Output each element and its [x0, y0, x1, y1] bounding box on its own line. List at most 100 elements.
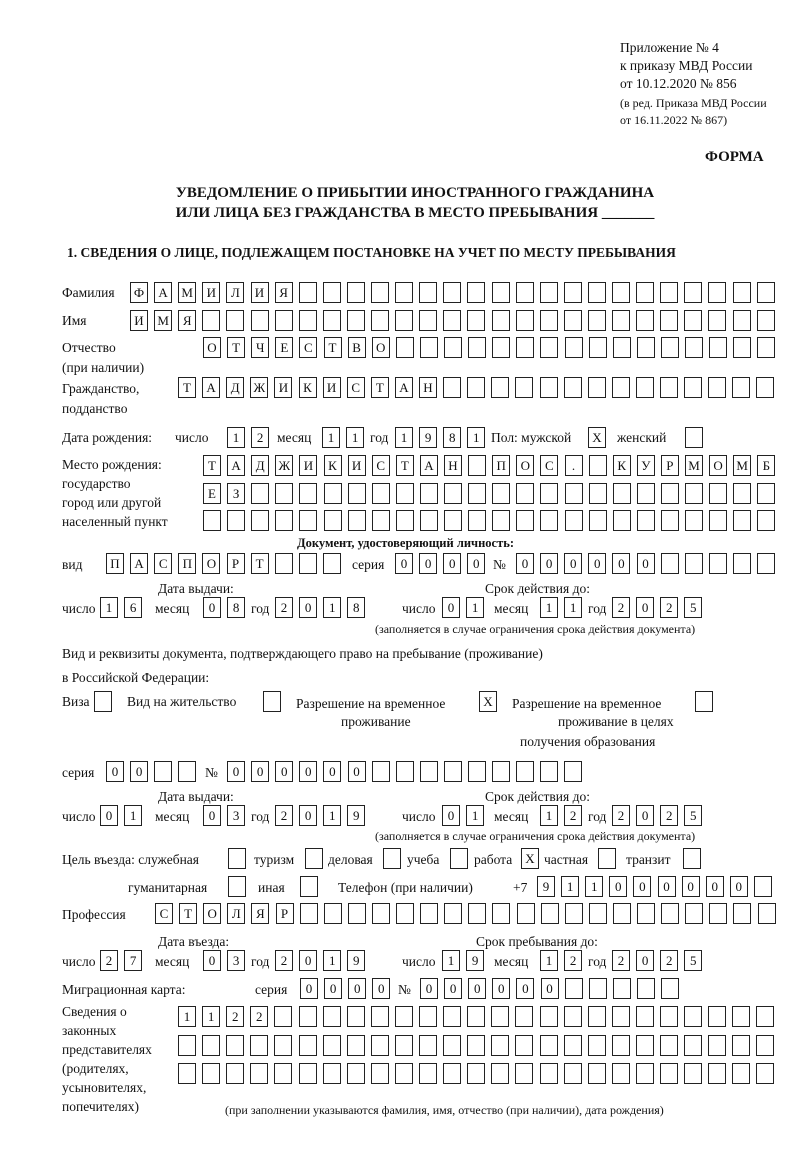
char-box[interactable]: Р [275, 903, 294, 924]
char-box[interactable] [298, 1035, 317, 1056]
char-box[interactable] [300, 876, 318, 897]
char-box[interactable] [346, 1063, 365, 1084]
char-box[interactable]: 1 [202, 1006, 221, 1027]
char-box[interactable] [226, 310, 245, 331]
char-box[interactable] [298, 1063, 317, 1084]
char-box[interactable]: 9 [537, 876, 555, 897]
char-box[interactable] [419, 282, 438, 303]
char-box[interactable]: Т [203, 455, 221, 476]
char-box[interactable] [228, 876, 246, 897]
char-box[interactable]: 0 [443, 553, 462, 574]
char-box[interactable]: С [154, 553, 173, 574]
char-box[interactable] [685, 510, 703, 531]
char-box[interactable]: 0 [227, 761, 245, 782]
char-box[interactable] [732, 377, 751, 398]
char-box[interactable]: А [154, 282, 173, 303]
char-box[interactable] [636, 483, 655, 504]
char-box[interactable]: 0 [467, 553, 486, 574]
char-box[interactable] [371, 903, 390, 924]
char-box[interactable] [756, 1006, 775, 1027]
char-box[interactable] [660, 553, 679, 574]
char-box[interactable] [756, 282, 775, 303]
char-box[interactable] [564, 761, 583, 782]
char-box[interactable]: М [685, 455, 703, 476]
char-box[interactable] [323, 483, 342, 504]
char-box[interactable] [251, 510, 270, 531]
char-box[interactable] [419, 1035, 437, 1056]
char-box[interactable]: 0 [348, 978, 367, 999]
char-box[interactable]: 0 [203, 805, 221, 826]
char-box[interactable]: О [202, 553, 221, 574]
char-box[interactable]: Ж [275, 455, 294, 476]
char-box[interactable]: 2 [612, 597, 630, 618]
char-box[interactable] [274, 310, 293, 331]
char-box[interactable] [370, 1063, 389, 1084]
char-box[interactable] [491, 1035, 510, 1056]
char-box[interactable]: О [203, 903, 222, 924]
char-box[interactable] [274, 1035, 293, 1056]
char-box[interactable]: 0 [636, 553, 655, 574]
char-box[interactable] [516, 483, 535, 504]
char-box[interactable] [539, 377, 558, 398]
char-box[interactable]: З [227, 483, 246, 504]
char-box[interactable] [322, 1006, 341, 1027]
char-box[interactable]: 0 [299, 761, 318, 782]
char-box[interactable]: 2 [275, 950, 293, 971]
char-box[interactable] [444, 903, 463, 924]
char-box[interactable] [612, 483, 631, 504]
char-box[interactable]: Ф [130, 282, 148, 303]
char-box[interactable] [263, 691, 281, 712]
char-box[interactable]: У [636, 455, 655, 476]
char-box[interactable] [587, 1035, 606, 1056]
char-box[interactable] [611, 1035, 630, 1056]
char-box[interactable]: . [564, 455, 583, 476]
char-box[interactable] [612, 282, 630, 303]
char-box[interactable] [346, 1035, 365, 1056]
char-box[interactable] [588, 455, 607, 476]
char-box[interactable]: 8 [227, 597, 246, 618]
char-box[interactable] [756, 1035, 775, 1056]
char-box[interactable]: Т [179, 903, 198, 924]
char-box[interactable]: Я [274, 282, 293, 303]
char-box[interactable] [733, 337, 752, 358]
char-box[interactable]: 0 [323, 761, 342, 782]
char-box[interactable] [756, 377, 775, 398]
char-box[interactable]: С [155, 903, 173, 924]
char-box[interactable]: С [371, 455, 390, 476]
char-box[interactable] [203, 510, 221, 531]
char-box[interactable] [660, 282, 679, 303]
char-box[interactable] [708, 377, 727, 398]
char-box[interactable]: А [130, 553, 149, 574]
char-box[interactable] [709, 903, 728, 924]
char-box[interactable] [732, 310, 751, 331]
char-box[interactable]: 0 [106, 761, 124, 782]
char-box[interactable] [564, 337, 583, 358]
char-box[interactable]: А [202, 377, 221, 398]
char-box[interactable] [635, 1006, 654, 1027]
char-box[interactable]: И [347, 455, 366, 476]
char-box[interactable] [757, 903, 776, 924]
char-box[interactable]: Д [251, 455, 270, 476]
char-box[interactable] [683, 848, 701, 869]
char-box[interactable]: 0 [657, 876, 676, 897]
char-box[interactable] [298, 310, 317, 331]
char-box[interactable]: 0 [636, 805, 655, 826]
char-box[interactable]: 0 [372, 978, 391, 999]
char-box[interactable]: О [516, 455, 535, 476]
char-box[interactable]: 5 [684, 805, 703, 826]
char-box[interactable] [563, 1063, 582, 1084]
char-box[interactable] [708, 1035, 727, 1056]
char-box[interactable] [757, 510, 776, 531]
char-box[interactable] [491, 282, 510, 303]
char-box[interactable] [660, 1006, 678, 1027]
char-box[interactable] [685, 903, 704, 924]
char-box[interactable]: О [371, 337, 390, 358]
char-box[interactable] [347, 510, 366, 531]
char-box[interactable] [347, 903, 366, 924]
char-box[interactable] [685, 427, 703, 448]
char-box[interactable] [491, 310, 510, 331]
char-box[interactable] [371, 282, 389, 303]
char-box[interactable] [540, 903, 559, 924]
char-box[interactable]: 0 [705, 876, 724, 897]
char-box[interactable]: 2 [275, 597, 293, 618]
